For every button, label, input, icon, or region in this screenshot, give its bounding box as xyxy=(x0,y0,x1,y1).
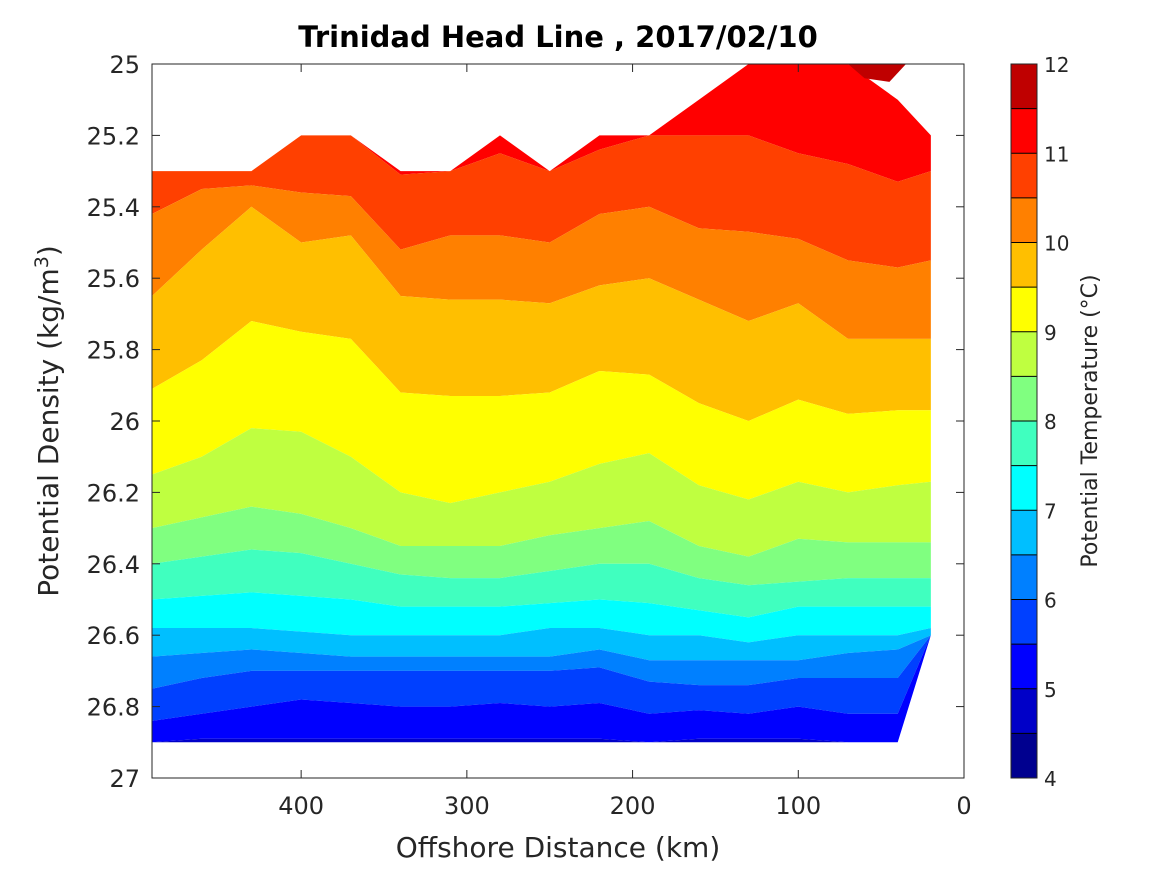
colorbar-tick-label: 7 xyxy=(1044,499,1057,523)
colorbar-swatch xyxy=(1011,331,1037,377)
x-tick-label: 300 xyxy=(444,792,490,820)
y-axis-label-suffix: ) xyxy=(32,245,65,256)
y-axis-label: Potential Density (kg/m3) xyxy=(31,245,65,597)
contour-band-9-5 xyxy=(152,206,931,421)
y-tick-label: 26.6 xyxy=(87,622,140,650)
colorbar-swatch xyxy=(1011,599,1037,645)
x-axis-label: Offshore Distance (km) xyxy=(396,831,721,864)
y-tick-label: 25 xyxy=(109,51,140,79)
y-axis-label-superscript: 3 xyxy=(31,256,53,268)
y-tick-label: 25.4 xyxy=(87,194,140,222)
x-tick-label: 200 xyxy=(610,792,656,820)
y-tick-label: 25.2 xyxy=(87,122,140,150)
contour-band-8 xyxy=(152,506,931,586)
contour-band-10 xyxy=(152,185,931,339)
colorbar-tick-label: 12 xyxy=(1044,53,1069,77)
x-axis: 400 300 200 100 0 xyxy=(278,64,972,820)
contour-band-7-5 xyxy=(152,549,931,618)
colorbar-swatch xyxy=(1011,465,1037,511)
colorbar-swatch xyxy=(1011,287,1037,332)
colorbar-tick-label: 8 xyxy=(1044,410,1057,434)
contour-band-9 xyxy=(152,321,931,504)
colorbar-tick-label: 10 xyxy=(1044,232,1069,256)
colorbar: 4 5 6 7 8 9 10 11 12 xyxy=(1010,53,1069,791)
colorbar-swatch xyxy=(1011,108,1037,154)
y-tick-label: 25.8 xyxy=(87,337,140,365)
colorbar-swatch xyxy=(1011,64,1037,109)
contour-band-8-5 xyxy=(152,428,931,557)
y-tick-label: 27 xyxy=(109,765,140,793)
y-axis-label-prefix: Potential Density (kg/m xyxy=(32,268,65,597)
contour-band-6 xyxy=(152,635,931,689)
contour-band-11 xyxy=(152,64,931,182)
x-tick-label: 400 xyxy=(278,792,324,820)
colorbar-tick-label: 11 xyxy=(1044,142,1069,166)
colorbar-label: Potential Temperature (°C) xyxy=(1078,274,1103,567)
plot-area: 400 300 200 100 0 25 25.2 25.4 25.6 25.8 26 26.2 26… xyxy=(87,51,972,820)
colorbar-swatch xyxy=(1011,197,1037,243)
colorbar-tick-label: 9 xyxy=(1044,321,1057,345)
contour-band-6-5 xyxy=(152,628,931,661)
y-axis: 25 25.2 25.4 25.6 25.8 26 26.2 26.4 26.6 26.8 27 xyxy=(87,51,964,793)
colorbar-tick-label: 6 xyxy=(1044,589,1057,613)
y-tick-label: 26.4 xyxy=(87,551,140,579)
chart-title: Trinidad Head Line , 2017/02/10 xyxy=(298,20,818,54)
contour-bands xyxy=(152,64,931,743)
contour-band-5-5 xyxy=(152,635,931,721)
y-tick-label: 26 xyxy=(109,408,140,436)
colorbar-swatch xyxy=(1011,554,1037,600)
colorbar-swatch xyxy=(1011,733,1037,778)
x-tick-label: 0 xyxy=(956,792,971,820)
y-tick-label: 25.6 xyxy=(87,265,140,293)
contour-band-10-5 xyxy=(152,135,931,268)
colorbar-tick-label: 4 xyxy=(1044,767,1057,791)
contour-band-5 xyxy=(152,635,931,743)
colorbar-tick-label: 5 xyxy=(1044,678,1057,702)
y-tick-label: 26.8 xyxy=(87,694,140,722)
contour-band-warm-core xyxy=(848,64,906,82)
colorbar-swatch xyxy=(1011,688,1037,734)
y-tick-label: 26.2 xyxy=(87,479,140,507)
colorbar-frame xyxy=(1010,63,1038,779)
colorbar-swatch xyxy=(1011,242,1037,288)
colorbar-swatch xyxy=(1011,644,1037,689)
colorbar-swatch xyxy=(1011,510,1037,555)
colorbar-swatch xyxy=(1011,421,1037,466)
x-tick-label: 100 xyxy=(775,792,821,820)
colorbar-swatch xyxy=(1011,376,1037,421)
contour-band-7 xyxy=(152,592,931,643)
colorbar-swatch xyxy=(1011,153,1037,198)
